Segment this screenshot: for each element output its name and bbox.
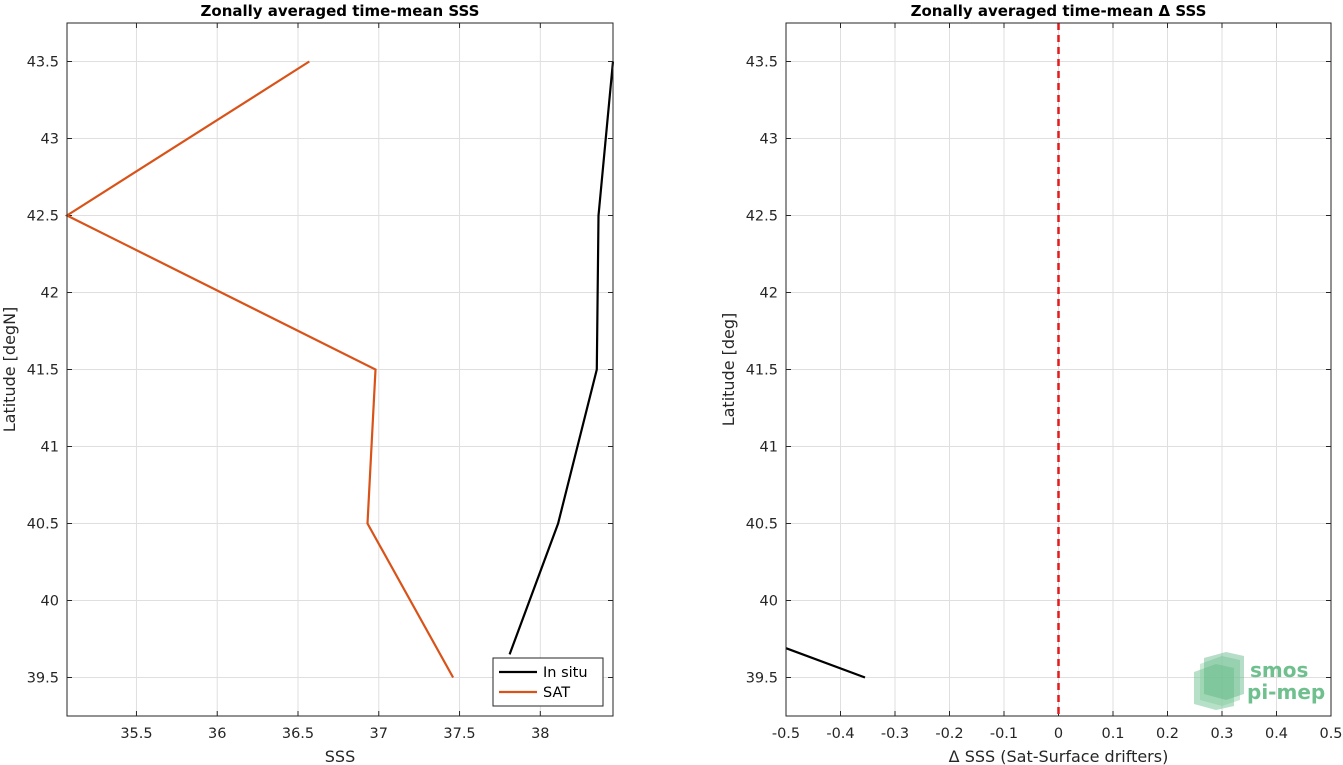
legend-box — [492, 657, 604, 707]
x-tick-label: 0 — [1054, 726, 1063, 742]
x-tick-label: 36.5 — [282, 726, 314, 742]
series-line-1 — [64, 60, 455, 679]
x-tick-label: 0.3 — [1210, 726, 1233, 742]
y-tick-label: 42.5 — [746, 209, 778, 225]
y-tick-label: 42.5 — [27, 209, 59, 225]
logo-waves-icon — [1194, 652, 1244, 710]
x-tick-label: -0.5 — [772, 726, 800, 742]
y-tick-label: 43.5 — [746, 55, 778, 71]
x-tick-label: 35.5 — [120, 726, 152, 742]
y-axis-label: Latitude [degN] — [0, 307, 19, 433]
legend-label-0: In situ — [543, 665, 588, 681]
left-panel-sss: 35.5 36 36.5 37 37.5 38 39.5 40 40.5 41 41.5 42 42.5… — [0, 2, 615, 765]
x-tick-label: -0.4 — [826, 726, 854, 742]
y-tick-label: 40 — [760, 594, 778, 610]
x-tick-label: 0.2 — [1156, 726, 1179, 742]
y-tick-label: 41 — [41, 440, 59, 456]
x-tick-label: 37 — [370, 726, 388, 742]
y-tick-label: 43.5 — [27, 55, 59, 71]
y-tick-label: 42 — [41, 286, 59, 302]
x-tick-label: -0.3 — [881, 726, 909, 742]
x-tick-label: 38 — [531, 726, 549, 742]
x-tick-label: -0.1 — [990, 726, 1018, 742]
y-tick-label: 39.5 — [746, 671, 778, 687]
right-panel-delta-sss: -0.5 -0.4 -0.3 -0.2 -0.1 0 0.1 0.2 0.3 0.4 0.5 39.5… — [719, 2, 1343, 765]
y-tick-label: 40 — [41, 594, 59, 610]
series-line-0 — [508, 61, 615, 655]
y-tick-label: 43 — [760, 132, 778, 148]
x-tick-label: 0.4 — [1265, 726, 1288, 742]
x-axis-label: Δ SSS (Sat-Surface drifters) — [949, 747, 1169, 765]
x-tick-label: 37.5 — [443, 726, 475, 742]
logo-text-pi-mep: pi-mep — [1247, 680, 1325, 704]
x-axis-label: SSS — [325, 747, 355, 765]
y-axis-label: Latitude [deg] — [719, 313, 738, 427]
series-line-0 — [785, 647, 866, 679]
y-tick-label: 40.5 — [27, 517, 59, 533]
legend-label-1: SAT — [543, 685, 570, 701]
y-tick-label: 43 — [41, 132, 59, 148]
chart-title: Zonally averaged time-mean Δ SSS — [911, 2, 1207, 20]
axes-box — [66, 22, 614, 717]
x-tick-label: -0.2 — [935, 726, 963, 742]
y-tick-label: 42 — [760, 286, 778, 302]
chart-title: Zonally averaged time-mean SSS — [201, 2, 480, 20]
x-tick-label: 36 — [208, 726, 226, 742]
axes-box — [785, 22, 1332, 717]
y-tick-label: 41.5 — [27, 363, 59, 379]
smos-pi-mep-logo: smos pi-mep — [1194, 652, 1325, 710]
x-tick-label: 0.1 — [1101, 726, 1124, 742]
x-tick-label: 0.5 — [1319, 726, 1342, 742]
y-tick-label: 39.5 — [27, 671, 59, 687]
logo-text-smos: smos — [1250, 658, 1308, 682]
y-tick-label: 41.5 — [746, 363, 778, 379]
y-tick-label: 41 — [760, 440, 778, 456]
y-tick-label: 40.5 — [746, 517, 778, 533]
